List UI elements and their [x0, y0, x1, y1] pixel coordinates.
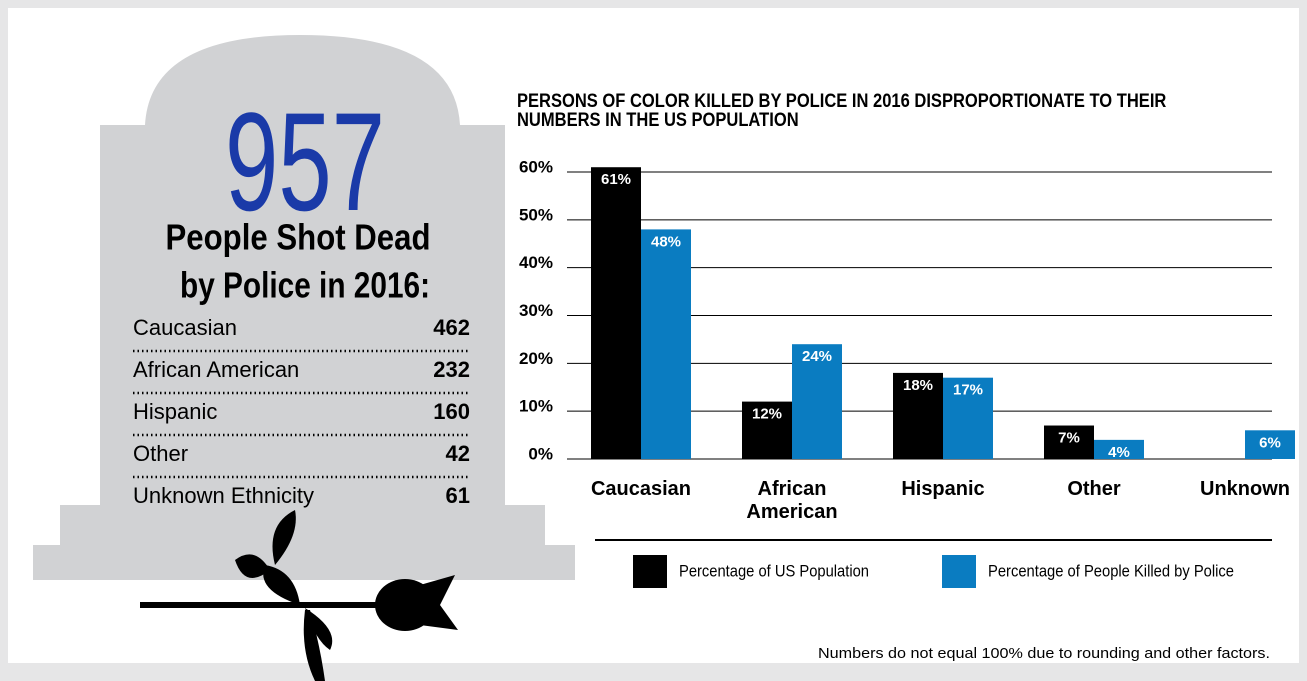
row-label: Caucasian	[133, 315, 237, 340]
legend-label: Percentage of US Population	[679, 561, 869, 580]
row-label: Hispanic	[133, 399, 217, 424]
y-tick-label: 20%	[519, 349, 553, 368]
row-value: 160	[433, 399, 470, 424]
y-tick-label: 60%	[519, 157, 553, 176]
y-tick-label: 40%	[519, 253, 553, 272]
x-tick-label: African American	[746, 478, 838, 523]
value-label: 4%	[1108, 444, 1130, 461]
x-tick-label: Other	[1067, 478, 1121, 500]
bar	[943, 377, 993, 459]
legend-swatch	[942, 555, 976, 588]
chart-title: PERSONS OF COLOR KILLED BY POLICE IN 201…	[517, 91, 1167, 131]
headline-line1: People Shot Dead	[166, 217, 431, 258]
x-tick-label: Unknown	[1200, 478, 1290, 500]
bar	[792, 344, 842, 459]
tombstone	[33, 35, 575, 580]
value-label: 18%	[903, 377, 933, 394]
value-label: 48%	[651, 233, 681, 250]
value-label: 6%	[1259, 434, 1281, 451]
value-label: 61%	[601, 171, 631, 188]
row-label: Other	[133, 441, 188, 466]
row-label: Unknown Ethnicity	[133, 483, 314, 508]
headline-number: 957	[225, 83, 385, 240]
value-label: 17%	[953, 382, 983, 399]
row-label: African American	[133, 357, 299, 382]
legend-swatch	[633, 555, 667, 588]
value-label: 7%	[1058, 429, 1080, 446]
rose	[140, 510, 458, 681]
row-value: 42	[446, 441, 470, 466]
y-tick-label: 0%	[528, 444, 553, 463]
bar	[893, 372, 943, 459]
value-label: 24%	[802, 348, 832, 365]
row-value: 232	[433, 357, 470, 382]
y-tick-label: 10%	[519, 397, 553, 416]
bar	[742, 401, 792, 459]
footnote: Numbers do not equal 100% due to roundin…	[818, 645, 1270, 662]
x-tick-label: Hispanic	[901, 478, 985, 500]
legend-label: Percentage of People Killed by Police	[988, 561, 1234, 580]
x-tick-label: Caucasian	[590, 478, 692, 500]
y-tick-label: 50%	[519, 205, 553, 224]
headline-line2: by Police in 2016:	[180, 265, 430, 306]
bar	[1245, 430, 1295, 459]
row-value: 462	[433, 315, 470, 340]
y-tick-label: 30%	[519, 301, 553, 320]
bar	[1044, 425, 1094, 459]
value-label: 12%	[752, 406, 782, 423]
bar	[1094, 439, 1144, 459]
bar	[641, 229, 691, 459]
row-value: 61	[446, 483, 470, 508]
bar	[591, 167, 641, 459]
